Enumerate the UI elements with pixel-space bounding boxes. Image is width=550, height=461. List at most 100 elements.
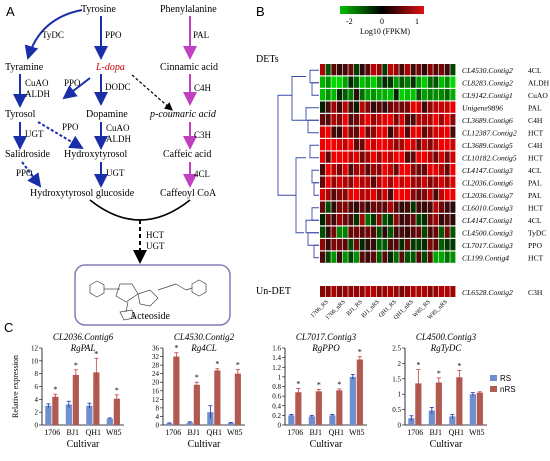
dendrogram-branch	[291, 76, 306, 121]
significance-star: *	[358, 348, 362, 357]
heatmap-cell	[325, 114, 331, 126]
heatmap-cell	[416, 101, 422, 113]
heatmap-cell	[433, 76, 439, 88]
enzyme-aldh-2: ALDH	[106, 134, 131, 144]
heatmap-cell	[388, 114, 394, 126]
heatmap-cell	[405, 64, 411, 76]
chart-subtitle: RgPPO	[311, 343, 340, 353]
heatmap-cell	[342, 251, 348, 263]
significance-star: *	[337, 380, 341, 389]
heatmap-cell	[450, 164, 456, 176]
scale-min: -2	[346, 17, 353, 26]
heatmap-cell	[325, 239, 331, 251]
bar-nrs	[295, 392, 302, 425]
scale-title: Log10 (FPKM)	[360, 27, 410, 36]
arrow-ppo-low	[37, 121, 84, 150]
heatmap-cell	[388, 64, 394, 76]
node-dopamine: Dopamine	[86, 109, 128, 120]
heatmap-cell	[376, 64, 382, 76]
heatmap-cell	[410, 226, 416, 238]
heatmap-cell	[382, 76, 388, 88]
heatmap-row-enzyme: HCT	[528, 254, 544, 263]
heatmap-cell	[342, 101, 348, 113]
heatmap-cell	[354, 164, 360, 176]
undet-cell	[422, 286, 428, 297]
heatmap-cell	[325, 126, 331, 138]
heatmap-cell	[320, 76, 326, 88]
heatmap-cell	[371, 114, 377, 126]
heatmap-row-enzyme: 4CL	[528, 216, 542, 225]
heatmap-cell	[342, 239, 348, 251]
heatmap-cell	[433, 189, 439, 201]
heatmap-cell	[444, 251, 450, 263]
heatmap-cell	[359, 151, 365, 163]
heatmap-cell	[320, 189, 326, 201]
heatmap-cell	[354, 201, 360, 213]
bar-nrs	[315, 391, 322, 425]
heatmap-cell	[348, 139, 354, 151]
heatmap-cell	[405, 76, 411, 88]
heatmap-row-enzyme: 4CL	[528, 166, 542, 175]
heatmap-cell	[376, 126, 382, 138]
bar-rs	[408, 418, 415, 425]
heatmap-cell	[410, 139, 416, 151]
heatmap-cell	[410, 239, 416, 251]
node-hydroxytyrosol: Hydroxytyrosol	[64, 149, 128, 160]
heatmap-cell	[376, 189, 382, 201]
legend-label-nrs: nRS	[500, 385, 516, 394]
significance-star: *	[53, 385, 57, 394]
enzyme-ugt-1: UGT	[25, 129, 44, 139]
heatmap-cell	[422, 151, 428, 163]
heatmap-cell	[331, 251, 337, 263]
x-axis-label: Cultivar	[67, 439, 100, 450]
heatmap-cell	[399, 76, 405, 88]
x-tick-label: 1706	[44, 428, 60, 437]
x-tick-label: W85	[349, 428, 365, 437]
heatmap-cell	[416, 251, 422, 263]
heatmap-cell	[320, 89, 326, 101]
heatmap-cell	[444, 89, 450, 101]
heatmap-cell	[427, 176, 433, 188]
acteoside-box	[74, 264, 231, 326]
heatmap-cell	[359, 126, 365, 138]
undet-cell	[331, 286, 337, 297]
heatmap-cell	[433, 101, 439, 113]
heatmap-cell	[388, 126, 394, 138]
heatmap-cell	[348, 201, 354, 213]
heatmap-cell	[331, 239, 337, 251]
heatmap-cell	[439, 64, 445, 76]
undet-cell	[410, 286, 416, 297]
heatmap-cell	[331, 64, 337, 76]
arrow-ppo-bot	[21, 161, 42, 188]
bar-rs	[349, 376, 356, 425]
heatmap-cell	[348, 76, 354, 88]
heatmap-cell	[348, 214, 354, 226]
bar-nrs	[52, 396, 59, 425]
heatmap-cell	[348, 126, 354, 138]
heatmap-cell	[354, 189, 360, 201]
heatmap-cell	[393, 164, 399, 176]
heatmap-cell	[433, 139, 439, 151]
heatmap-cell	[382, 239, 388, 251]
chart-subtitle: RgPAL	[70, 343, 96, 353]
heatmap-cell	[393, 239, 399, 251]
y-tick-label: 1.5	[392, 375, 401, 383]
heatmap-row-gene: CL4500.Contig3	[462, 229, 513, 238]
heatmap-row-enzyme: C4H	[528, 116, 543, 125]
arrow-ppo-mid	[62, 77, 91, 100]
heatmap-cell	[371, 151, 377, 163]
heatmap-cell	[354, 226, 360, 238]
heatmap-cell	[410, 64, 416, 76]
heatmap-row-enzyme: CuAO	[528, 91, 548, 100]
heatmap-cell	[450, 64, 456, 76]
undet-cell	[388, 286, 394, 297]
y-tick-label: 0.8	[272, 383, 281, 391]
chart-title: CL4530.Contig2	[174, 332, 235, 342]
heatmap-cell	[422, 201, 428, 213]
heatmap-cell	[444, 126, 450, 138]
heatmap-cell	[342, 226, 348, 238]
heatmap-cell	[405, 126, 411, 138]
undet-cell	[354, 286, 360, 297]
bar-rs	[449, 416, 456, 425]
heatmap-cell	[388, 76, 394, 88]
